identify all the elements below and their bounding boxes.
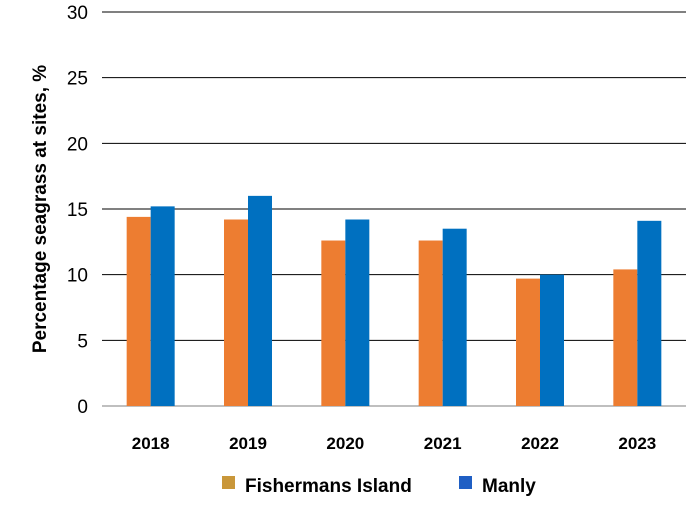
bar-fishermans-island-2022 <box>516 278 540 406</box>
x-tick-label-2018: 2018 <box>132 434 170 453</box>
bar-fishermans-island-2019 <box>224 219 248 406</box>
x-tick-labels: 2018 2019 2020 2021 2022 2023 <box>132 434 656 453</box>
legend-swatch-manly <box>459 476 472 489</box>
bar-fishermans-island-2023 <box>613 269 638 406</box>
x-tick-label-2022: 2022 <box>521 434 559 453</box>
bar-fishermans-island-2018 <box>126 216 151 406</box>
x-tick-label-2019: 2019 <box>229 434 267 453</box>
y-tick-label-0: 0 <box>77 397 88 418</box>
y-tick-label-30: 30 <box>67 3 88 24</box>
y-tick-label-20: 20 <box>67 134 88 155</box>
bar-manly-2020 <box>345 219 370 406</box>
y-tick-label-25: 25 <box>67 69 88 90</box>
legend-label-manly: Manly <box>482 476 536 497</box>
gridlines <box>102 11 686 407</box>
legend-label-fishermans-island: Fishermans Island <box>245 476 412 497</box>
y-tick-label-5: 5 <box>77 331 88 352</box>
y-axis-title: Percentage seagrass at sites, % <box>30 65 51 353</box>
y-tick-label-10: 10 <box>67 266 88 287</box>
y-tick-label-15: 15 <box>67 200 88 221</box>
y-tick-labels: 0 5 10 15 20 25 30 <box>67 3 88 418</box>
bar-fishermans-island-2020 <box>321 240 346 406</box>
x-tick-label-2020: 2020 <box>326 434 364 453</box>
bar-manly-2022 <box>540 274 564 406</box>
bar-manly-2019 <box>248 195 272 406</box>
legend-swatch-fishermans-island <box>222 476 235 489</box>
x-tick-label-2021: 2021 <box>424 434 462 453</box>
bar-fishermans-island-2021 <box>418 240 443 406</box>
legend: Fishermans Island Manly <box>222 476 536 497</box>
bar-manly-2023 <box>637 220 662 406</box>
bars <box>126 195 662 406</box>
bar-manly-2021 <box>442 228 467 406</box>
x-tick-label-2023: 2023 <box>618 434 656 453</box>
bar-manly-2018 <box>150 206 175 406</box>
